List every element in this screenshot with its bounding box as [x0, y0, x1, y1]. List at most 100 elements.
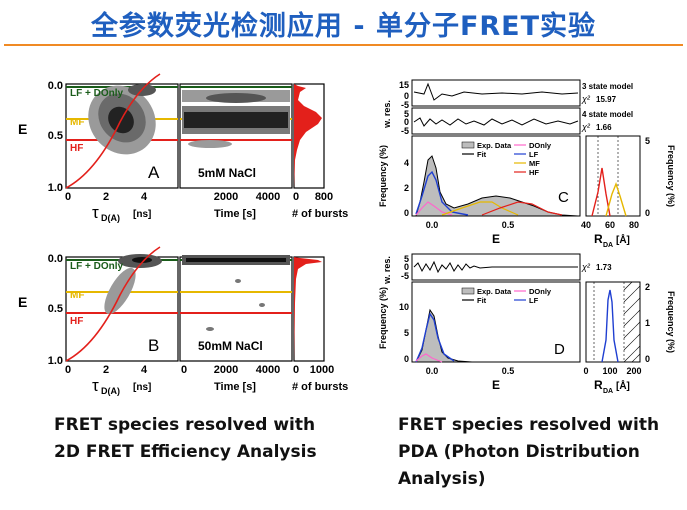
r-label: R: [594, 378, 603, 392]
chi-symbol: χ²: [581, 262, 591, 272]
static-fret-line: [65, 73, 161, 189]
model3-label: 3 state model: [582, 82, 633, 91]
wres-tick: 0: [404, 117, 409, 127]
r-tick: 200: [626, 366, 641, 376]
tau-tick: 0: [65, 191, 71, 203]
freq-tick: 0: [404, 208, 409, 218]
title-divider: [4, 44, 683, 46]
panel-b-letter: B: [148, 336, 159, 355]
page-title: 全参数荧光检测应用 - 单分子FRET实验: [90, 11, 597, 42]
donly-curve: [415, 201, 453, 216]
panel-a-condition: 5mM NaCl: [198, 166, 256, 180]
panel-a: E 0.0 0.5 1.0 LF + DOnly MF HF A 0 2 4 τ…: [18, 73, 348, 223]
panel-b: E 0.0 0.5 1.0 LF + DOnly MF HF B 0 2 4 τ…: [18, 246, 348, 396]
tau-symbol: τ: [92, 376, 99, 395]
left-caption: FRET species resolved with 2D FRET Effic…: [54, 412, 317, 466]
legend-exp-data: Exp. Data: [477, 141, 512, 150]
chi3-symbol: χ²: [581, 94, 591, 104]
freq-tick: 0: [404, 354, 409, 364]
model4-label: 4 state model: [582, 110, 633, 119]
residual-trace: [413, 82, 579, 101]
tau-tick: 4: [141, 364, 148, 376]
figure-pda: w. res. 15 0 -5 5 0 -5 3 state model χ² …: [378, 79, 676, 395]
r-freq-tick: 0: [645, 354, 650, 364]
time-tick: 2000: [214, 364, 238, 376]
right-caption-line: PDA (Photon Distribution: [398, 442, 640, 462]
r-freq-tick: 5: [645, 136, 650, 146]
hf-label: HF: [70, 143, 83, 154]
wres-tick: -5: [401, 271, 409, 281]
panel-d-letter: D: [554, 341, 565, 358]
time-tick: 0: [181, 364, 187, 376]
panel-d-legend: Exp. Data Fit DOnly LF: [461, 287, 552, 305]
figure-2d-fret: E 0.0 0.5 1.0 LF + DOnly MF HF A 0 2 4 τ…: [18, 73, 348, 396]
bursts-tick: 0: [293, 191, 299, 203]
e-label: E: [492, 378, 500, 392]
panel-c: w. res. 15 0 -5 5 0 -5 3 state model χ² …: [378, 79, 676, 249]
panel-a-letter: A: [148, 163, 160, 182]
r-freq-tick: 0: [645, 208, 650, 218]
hf-label: HF: [70, 316, 83, 327]
e-tick: 0.5: [502, 220, 515, 230]
legend-fit: Fit: [477, 296, 487, 305]
r-freq-label: Frequency (%): [666, 291, 676, 353]
time-tick: 4000: [256, 364, 280, 376]
bursts-tick: 1000: [310, 364, 334, 376]
right-caption: FRET species resolved with PDA (Photon D…: [398, 412, 659, 493]
legend-hf: HF: [529, 168, 539, 177]
time-contour: [182, 255, 290, 331]
panel-b-y-tick: 0.0: [48, 253, 63, 265]
donly-curve: [415, 353, 443, 363]
tau-unit: [ns]: [133, 209, 151, 220]
lf-label: LF + DOnly: [70, 261, 124, 272]
tau-tick: 2: [103, 364, 109, 376]
panel-a-y-label: E: [18, 121, 27, 137]
wres-tick: -5: [401, 126, 409, 136]
wres-label: w. res.: [382, 100, 392, 129]
tau-symbol: τ: [92, 203, 99, 222]
chi4-symbol: χ²: [581, 122, 591, 132]
legend-fit: Fit: [477, 150, 487, 159]
panel-b-time-plot: [179, 256, 293, 362]
time-contour: [182, 90, 290, 148]
lf-distance-curve: [601, 289, 619, 363]
chi-value: 1.73: [596, 263, 612, 272]
mf-distance-curve: [605, 181, 627, 217]
freq-label: Frequency (%): [378, 287, 388, 349]
r-freq-tick: 2: [645, 282, 650, 292]
r-freq-tick: 1: [645, 318, 650, 328]
wres-tick: 5: [404, 254, 409, 264]
burst-histogram: [294, 257, 322, 361]
legend-donly: DOnly: [529, 287, 552, 296]
static-fret-line: [65, 246, 161, 362]
right-caption-line: Analysis): [398, 469, 486, 489]
r-subscript: DA: [603, 242, 613, 249]
mf-curve: [441, 201, 519, 216]
mf-label: MF: [70, 290, 84, 301]
tau-tick: 4: [141, 191, 148, 203]
r-tick: 0: [583, 366, 588, 376]
right-caption-line: FRET species resolved with: [398, 415, 660, 435]
panel-a-y-tick: 0.5: [48, 130, 63, 142]
bursts-tick: 800: [315, 191, 333, 203]
legend-lf: LF: [529, 150, 539, 159]
panel-b-y-tick: 1.0: [48, 355, 63, 367]
panel-b-y-label: E: [18, 294, 27, 310]
panel-b-burst-hist: [293, 256, 325, 362]
hf-distance-curve: [591, 167, 611, 217]
legend-donly: DOnly: [529, 141, 552, 150]
freq-label: Frequency (%): [378, 145, 388, 207]
tau-unit: [ns]: [133, 382, 151, 393]
r-tick: 100: [602, 366, 617, 376]
lf-label: LF + DOnly: [70, 88, 124, 99]
tau-subscript: D(A): [101, 213, 120, 223]
legend-mf: MF: [529, 159, 540, 168]
panel-c-letter: C: [558, 189, 569, 206]
left-caption-line: 2D FRET Efficiency Analysis: [54, 442, 317, 462]
freq-tick: 2: [404, 183, 409, 193]
bursts-label: # of bursts: [292, 208, 348, 220]
legend-exp-data: Exp. Data: [477, 287, 512, 296]
panel-a-y-tick: 1.0: [48, 182, 63, 194]
r-unit: [Å]: [616, 233, 630, 246]
r-unit: [Å]: [616, 379, 630, 392]
